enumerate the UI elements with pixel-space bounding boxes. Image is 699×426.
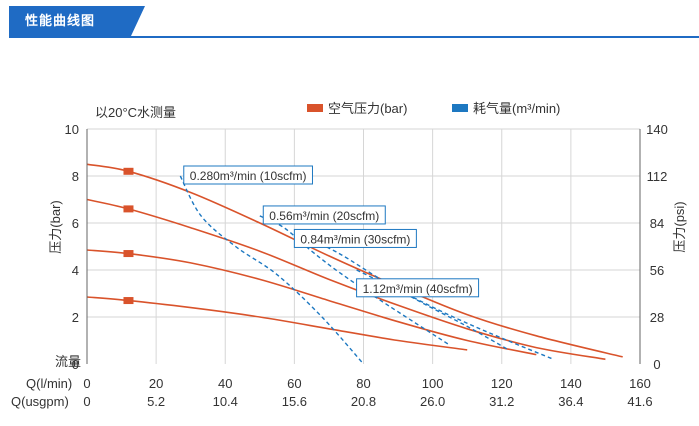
section-title-notch	[131, 6, 145, 36]
section-title: 性能曲线图	[9, 6, 131, 36]
air-callout-label: 0.56m³/min (20scfm)	[269, 209, 379, 223]
x-tick-label: 0	[83, 394, 90, 409]
x-tick-label: 160	[629, 376, 651, 391]
pressure-curve	[86, 249, 537, 356]
air-consumption-curve	[259, 215, 451, 346]
air-callout: 0.280m³/min (10scfm)	[183, 165, 313, 185]
y-right-tick-label: 56	[650, 263, 664, 278]
x-tick-label: 15.6	[282, 394, 307, 409]
chart-markers	[123, 167, 134, 305]
legend-swatch-air	[452, 104, 468, 112]
section-divider	[9, 36, 699, 38]
legend-label-pressure: 空气压力(bar)	[328, 101, 407, 116]
chart-callouts: 0.280m³/min (10scfm) 0.56m³/min (20scfm) 0…	[183, 165, 480, 298]
y-left-tick-label: 2	[72, 310, 79, 325]
pressure-marker	[123, 250, 134, 258]
legend-swatch-pressure	[307, 104, 323, 112]
chart-curves	[86, 163, 623, 365]
x-tick-label: 100	[422, 376, 444, 391]
y-left-tick-label: 10	[65, 122, 79, 137]
legend-label-air: 耗气量(m³/min)	[473, 101, 560, 116]
y-left-tick-label: 6	[72, 216, 79, 231]
x-tick-label: 5.2	[147, 394, 165, 409]
x-tick-label: 10.4	[213, 394, 238, 409]
chart-subtitle: 以20°C水测量	[95, 105, 176, 120]
air-callout-box	[293, 228, 417, 248]
y-left-tick-label: 0	[72, 357, 79, 372]
air-callout-box	[356, 278, 480, 298]
y-left-tick-label: 4	[72, 263, 79, 278]
y-axis-left-label: 压力(bar)	[48, 200, 63, 253]
x-tick-label: 60	[287, 376, 301, 391]
x-tick-label: 41.6	[627, 394, 652, 409]
x-row-label-lmin: Q(l/min)	[26, 376, 72, 391]
x-tick-label: 80	[356, 376, 370, 391]
y-right-tick-label: 140	[646, 122, 668, 137]
pressure-marker	[123, 167, 134, 175]
y-right-tick-label: 0	[653, 357, 660, 372]
x-tick-label: 120	[491, 376, 513, 391]
x-tick-label: 0	[83, 376, 90, 391]
pressure-curve	[86, 163, 623, 358]
air-callout-label: 1.12m³/min (40scfm)	[363, 282, 473, 296]
x-axis-label: 流量	[55, 354, 81, 369]
air-callout-label: 0.280m³/min (10scfm)	[190, 169, 307, 183]
x-tick-label: 20.8	[351, 394, 376, 409]
pressure-curve	[86, 296, 468, 351]
x-tick-label: 26.0	[420, 394, 445, 409]
y-axis-right-label: 压力(psi)	[672, 201, 687, 252]
y-right-tick-label: 112	[647, 169, 668, 184]
x-row-label-usgpm: Q(usgpm)	[11, 394, 69, 409]
x-tick-label: 31.2	[489, 394, 514, 409]
y-right-tick-label: 28	[650, 310, 664, 325]
air-callout: 0.56m³/min (20scfm)	[262, 205, 386, 225]
air-callout: 1.12m³/min (40scfm)	[356, 278, 480, 298]
x-tick-label: 36.4	[558, 394, 583, 409]
pressure-curve	[86, 198, 606, 361]
air-callout-box	[183, 165, 313, 185]
x-tick-label: 40	[218, 376, 232, 391]
air-consumption-curve	[179, 175, 365, 365]
air-callout-label: 0.84m³/min (30scfm)	[300, 232, 410, 246]
pressure-marker	[123, 205, 134, 213]
air-callout: 0.84m³/min (30scfm)	[293, 228, 417, 248]
x-tick-label: 20	[149, 376, 163, 391]
y-right-tick-label: 84	[650, 216, 664, 231]
pressure-marker	[123, 297, 134, 305]
x-tick-label: 140	[560, 376, 582, 391]
air-callout-box	[262, 205, 386, 225]
chart-legend: 空气压力(bar) 耗气量(m³/min)	[307, 101, 560, 116]
y-left-tick-label: 8	[72, 169, 79, 184]
